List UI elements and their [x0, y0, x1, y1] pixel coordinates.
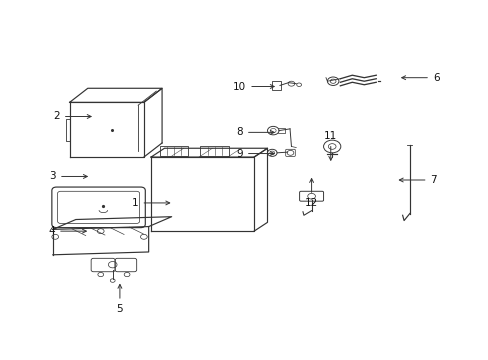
Text: 6: 6 [401, 73, 439, 83]
Text: 5: 5 [116, 284, 123, 314]
Text: 8: 8 [236, 127, 274, 138]
Text: 10: 10 [233, 81, 274, 91]
Text: 4: 4 [48, 226, 86, 236]
Text: 12: 12 [305, 179, 318, 208]
Text: 2: 2 [53, 112, 91, 121]
Text: 7: 7 [399, 175, 436, 185]
Text: 11: 11 [324, 131, 337, 160]
Text: 1: 1 [132, 198, 169, 208]
Text: 9: 9 [236, 149, 274, 158]
Text: 3: 3 [49, 171, 87, 181]
